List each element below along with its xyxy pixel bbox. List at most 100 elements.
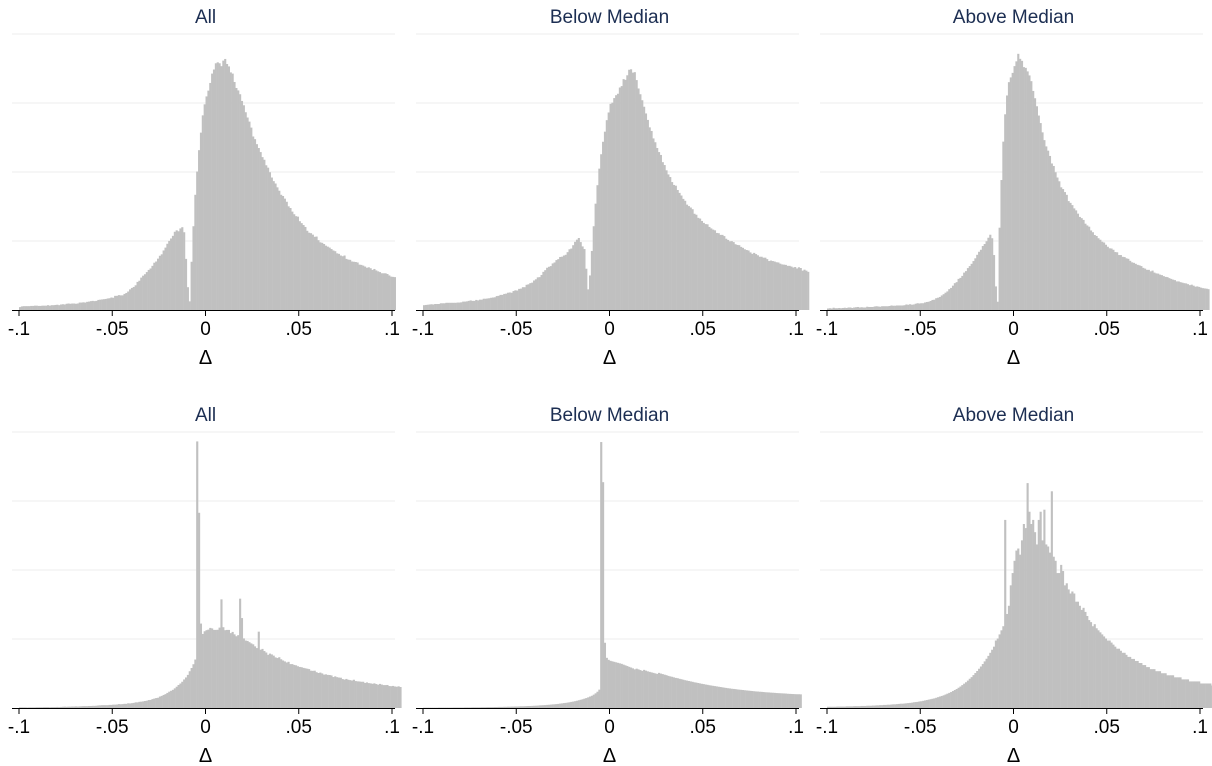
histogram-bar (1019, 554, 1022, 708)
histogram-bar (473, 707, 476, 708)
histogram-bar (395, 686, 398, 708)
histogram-bar (423, 305, 426, 310)
histogram-bar (631, 668, 634, 708)
histogram-bar (222, 627, 225, 708)
x-tick-label: -.05 (500, 319, 533, 340)
histogram-bar (39, 707, 42, 708)
histogram-bar (63, 706, 66, 708)
histogram-bar (981, 246, 984, 310)
histogram-bar (454, 302, 457, 310)
histogram-bar (1091, 232, 1094, 310)
histogram-bar (54, 707, 57, 708)
histogram-bar (931, 299, 934, 310)
histogram-bar (879, 306, 882, 310)
histogram-bar (108, 298, 111, 310)
histogram-bar (803, 269, 806, 310)
histogram-bar (682, 679, 685, 708)
histogram-bar (659, 673, 662, 708)
histogram-bar (570, 701, 573, 708)
histogram-bar (613, 661, 616, 708)
histogram-bar (518, 706, 521, 708)
histogram-bar (95, 300, 98, 310)
histogram-bar (853, 307, 856, 310)
histogram-bar (864, 705, 867, 708)
histogram-bar (596, 691, 599, 708)
x-tick-label: -.05 (96, 319, 129, 340)
histogram-bar (362, 681, 365, 708)
histogram-bar (1017, 53, 1020, 310)
histogram-bar (1069, 593, 1072, 708)
histogram-bar (858, 706, 861, 708)
histogram-bar (1172, 675, 1175, 708)
histogram-bar (950, 287, 953, 310)
histogram-bar (50, 305, 53, 310)
histogram-bar (308, 232, 311, 310)
histogram-bar (168, 691, 171, 708)
histogram-bar (319, 672, 322, 708)
histogram-bar (270, 654, 273, 708)
histogram-bar (458, 302, 461, 310)
histogram-bar (994, 640, 997, 708)
histogram-bar (700, 683, 703, 708)
histogram-bar (242, 638, 245, 708)
histogram-bar (1112, 249, 1115, 310)
histogram-bar (69, 706, 72, 708)
histogram-bar (356, 681, 359, 708)
histogram-bar (188, 301, 191, 310)
histogram-bar (905, 703, 908, 708)
histogram-bar (393, 686, 396, 708)
histogram-bar (957, 687, 960, 708)
histogram-bar (285, 662, 288, 708)
histogram-bar (78, 706, 81, 708)
histogram-bar (845, 706, 848, 708)
histogram-bar (751, 253, 754, 310)
histogram-bar (295, 665, 298, 708)
histogram-bar (979, 666, 983, 708)
histogram-bar (473, 300, 476, 310)
histogram-bar (1043, 140, 1046, 310)
histogram-bar (544, 270, 547, 310)
histogram-bar (994, 286, 997, 310)
histogram-bar (998, 227, 1001, 310)
histogram-bar (151, 265, 154, 310)
histogram-bar (471, 707, 474, 708)
histogram-bar (796, 694, 799, 708)
histogram-bar (123, 703, 126, 708)
histogram-bar (976, 254, 979, 310)
histogram-bar (652, 672, 655, 708)
histogram-bar (80, 706, 83, 708)
histogram-bar (923, 302, 927, 310)
histogram-bar (158, 255, 161, 310)
histogram-bar (211, 73, 214, 310)
histogram-bar (365, 267, 369, 310)
x-tick-label: 0 (1008, 717, 1019, 738)
histogram-bar (1088, 620, 1091, 708)
histogram-bar (828, 308, 831, 310)
histogram-bar (119, 704, 122, 708)
histogram-bar (691, 681, 694, 708)
histogram-bar (1147, 269, 1150, 310)
histogram-bar (89, 301, 92, 310)
histogram-bar (486, 298, 489, 310)
panel-title: Above Median (953, 7, 1074, 28)
histogram-bar (1099, 632, 1102, 708)
histogram-bar (525, 284, 528, 310)
histogram-bar (912, 702, 915, 708)
histogram-bar (475, 299, 478, 310)
histogram-bar (594, 693, 597, 708)
histogram-bar (1103, 242, 1106, 310)
histogram-bar (214, 63, 217, 310)
histogram-bar (730, 688, 733, 708)
histogram-bar (347, 679, 350, 708)
histogram-bar (557, 259, 560, 310)
histogram-bar (1004, 114, 1007, 310)
histogram-bar (983, 244, 986, 310)
histogram-bar (875, 306, 878, 310)
histogram-bar (345, 258, 348, 310)
histogram-bar (497, 295, 500, 310)
histogram-bar (452, 302, 455, 310)
histogram-bar (1155, 671, 1158, 708)
histogram-bar (620, 663, 623, 708)
histogram-bar (1190, 681, 1193, 708)
histogram-bar (871, 705, 874, 708)
